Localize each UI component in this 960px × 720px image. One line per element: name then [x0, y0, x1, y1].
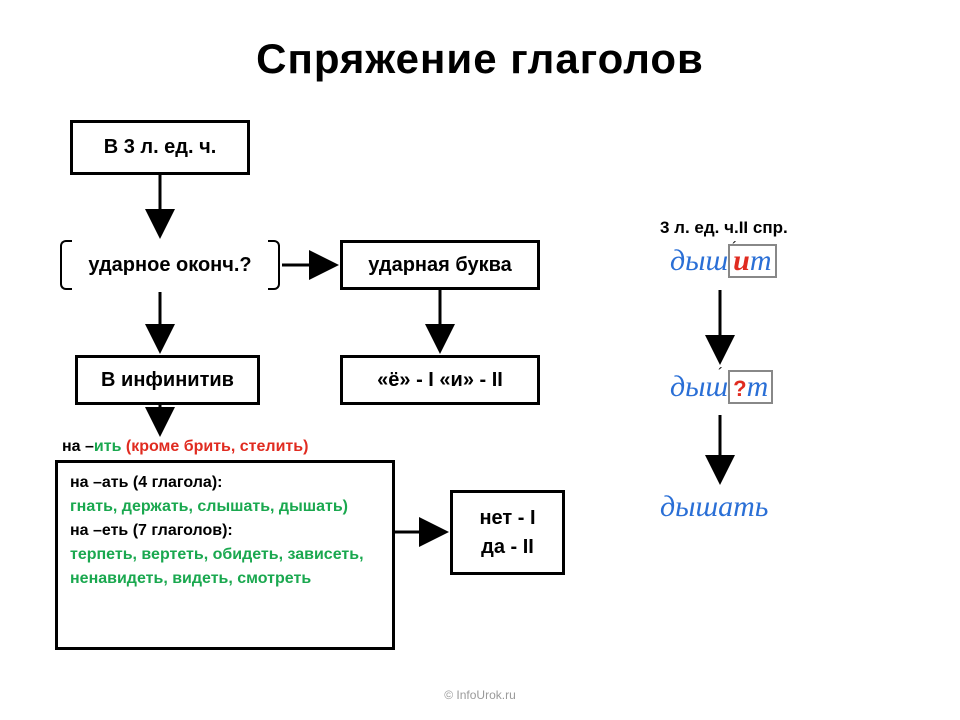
exceptions-box: на –ать (4 глагола): гнать, держать, слы… — [55, 460, 395, 650]
rule-et-list: терпеть, вертеть, обидеть, зависеть, нен… — [70, 543, 380, 591]
result-yes: да - II — [481, 536, 534, 559]
question-label: ударное оконч.? — [88, 254, 251, 277]
box-stressed-letter: ударная буква — [340, 240, 540, 290]
box-e-i-conjugation: «ё» - I «и» - II — [340, 355, 540, 405]
box-stressed-ending-question: ударное оконч.? — [60, 240, 280, 290]
footer-credit: © InfoUrok.ru — [0, 688, 960, 702]
box-yes-no-result: нет - I да - II — [450, 490, 565, 575]
box-3rd-person: В 3 л. ед. ч. — [70, 120, 250, 175]
page-title: Спряжение глаголов — [0, 35, 960, 83]
rule-at-header: на –ать (4 глагола): — [70, 471, 380, 495]
box-infinitive: В инфинитив — [75, 355, 260, 405]
word-dysh-q-t: дыш?т ´ — [670, 370, 773, 404]
rule-et-header: на –еть (7 глаголов): — [70, 519, 380, 543]
result-no: нет - I — [479, 507, 535, 530]
word-dyshit: дышит ´ — [670, 244, 777, 278]
rule-pre-line: на –ить (кроме брить, стелить) — [62, 438, 308, 456]
side-label: 3 л. ед. ч.II спр. — [660, 218, 788, 238]
rule-at-list: гнать, держать, слышать, дышать) — [70, 495, 380, 519]
word-dyshat: дышать — [660, 490, 768, 524]
